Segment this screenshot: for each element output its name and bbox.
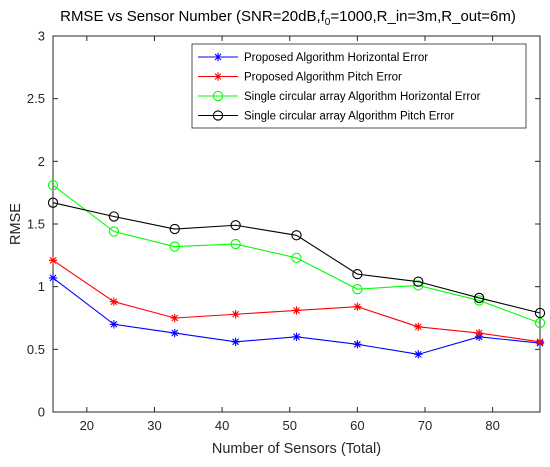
series-line (52, 184, 541, 324)
x-tick-label: 40 (215, 418, 229, 433)
data-point (353, 340, 362, 349)
series-4 (47, 197, 546, 319)
data-point (413, 280, 424, 291)
chart-title: RMSE vs Sensor Number (SNR=20dB,f0=1000,… (60, 8, 516, 28)
data-point (535, 337, 545, 347)
data-point (231, 337, 240, 347)
data-point (108, 211, 120, 222)
series-3 (47, 179, 546, 329)
legend-item: Single circular array Algorithm Pitch Er… (198, 110, 454, 123)
data-point (47, 179, 59, 191)
legend-item: Proposed Algorithm Pitch Error (198, 72, 402, 84)
data-point (414, 322, 423, 331)
y-tick-label: 2 (38, 154, 45, 169)
data-point (291, 252, 302, 263)
y-tick-label: 0.5 (27, 342, 45, 357)
y-tick-label: 3 (38, 29, 45, 44)
data-point (473, 292, 485, 304)
y-tick-label: 0 (38, 405, 45, 420)
x-axis-label: Number of Sensors (Total) (212, 441, 381, 457)
series-layer (47, 179, 546, 359)
data-point (109, 297, 119, 306)
y-tick-label: 2.5 (27, 91, 45, 106)
x-tick-label: 50 (283, 418, 297, 433)
data-point (48, 256, 58, 265)
series-line (52, 202, 541, 314)
data-point (108, 226, 120, 237)
legend-box (191, 43, 527, 129)
legend: Proposed Algorithm Horizontal Error Propo… (191, 43, 527, 129)
series-2 (48, 256, 545, 347)
data-point (48, 273, 58, 283)
data-point (169, 241, 180, 252)
data-point (291, 230, 302, 241)
legend-label: Single circular array Algorithm Pitch Er… (244, 111, 454, 123)
data-point (414, 350, 423, 359)
data-point (169, 223, 180, 235)
legend-label: Single circular array Algorithm Horizont… (244, 91, 481, 103)
data-point (230, 238, 241, 250)
legend-marker (212, 110, 224, 121)
legend-item: Single circular array Algorithm Horizont… (198, 90, 481, 103)
x-tick-label: 70 (418, 418, 432, 433)
axis-ticks: 20 30 40 50 60 70 80 0 0.5 1 1.5 2 2.5 3 (27, 29, 540, 433)
data-point (170, 313, 179, 323)
x-tick-label: 20 (80, 418, 94, 433)
data-point (170, 328, 179, 338)
data-point (534, 307, 546, 319)
data-point (534, 317, 546, 329)
data-point (352, 268, 363, 280)
legend-label: Proposed Algorithm Pitch Error (244, 72, 402, 84)
data-point (474, 328, 484, 338)
y-axis-label: RMSE (8, 203, 24, 245)
y-tick-label: 1.5 (27, 217, 45, 232)
data-point (413, 276, 424, 287)
legend-marker (213, 52, 223, 62)
x-tick-label: 80 (485, 418, 499, 433)
data-point (292, 306, 301, 315)
legend-marker (213, 72, 223, 81)
data-point (292, 332, 301, 341)
data-point (352, 284, 363, 295)
y-tick-label: 1 (38, 279, 45, 294)
data-point (473, 295, 485, 306)
data-point (47, 197, 59, 208)
data-point (109, 320, 119, 329)
legend-marker (212, 90, 224, 102)
data-point (353, 302, 362, 311)
legend-item: Proposed Algorithm Horizontal Error (198, 52, 428, 64)
legend-label: Proposed Algorithm Horizontal Error (244, 52, 428, 64)
x-tick-label: 60 (350, 418, 364, 433)
data-point (231, 310, 240, 319)
x-tick-label: 30 (147, 418, 161, 433)
data-point (230, 220, 241, 231)
